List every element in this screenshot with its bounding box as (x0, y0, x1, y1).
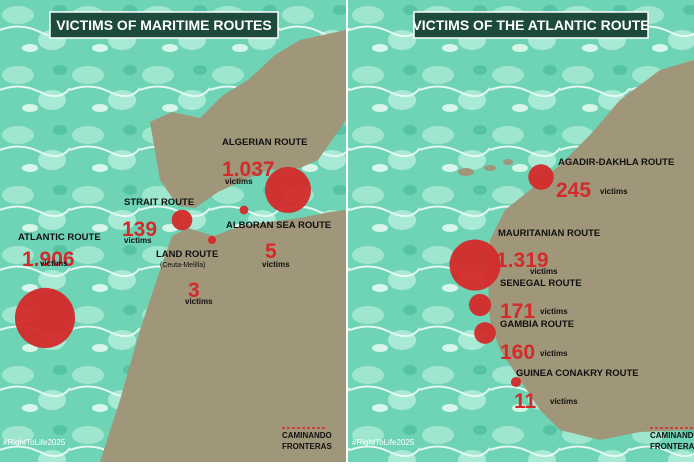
route-unit: victims (530, 267, 558, 276)
route-name: SENEGAL ROUTE (500, 278, 582, 289)
route-circle (468, 293, 492, 317)
route-circle (171, 209, 193, 231)
route-value: 245 (556, 179, 591, 202)
route-circle (239, 205, 249, 215)
title-box (413, 11, 649, 39)
route-name: ALBORAN SEA ROUTE (226, 220, 331, 231)
right-map (348, 0, 694, 462)
route-name: ATLANTIC ROUTE (18, 232, 101, 243)
route-circle (528, 164, 554, 190)
route-circle (265, 167, 311, 213)
route-unit: victims (185, 297, 213, 306)
route-unit: victims (540, 307, 568, 316)
route-value: 1.037 (222, 158, 275, 181)
route-unit: victims (225, 177, 253, 186)
route-value: 171 (500, 300, 535, 323)
route-circle (474, 322, 496, 344)
route-name: GUINEA CONAKRY ROUTE (516, 368, 639, 379)
route-name: ALGERIAN ROUTE (222, 137, 308, 148)
route-name: GAMBIA ROUTE (500, 319, 574, 330)
route-circle (449, 239, 501, 291)
left-map (0, 0, 346, 462)
title-box (49, 11, 279, 39)
route-value: 1.319 (496, 249, 549, 272)
logo-line: FRONTERAS (282, 442, 332, 451)
divider (346, 0, 348, 462)
route-value: 139 (122, 218, 157, 241)
panel-title: VICTIMS OF THE ATLANTIC ROUTE (412, 17, 649, 33)
route-name: MAURITANIAN ROUTE (498, 228, 600, 239)
route-name: STRAIT ROUTE (124, 197, 194, 208)
route-unit: victims (600, 187, 628, 196)
route-unit: victims (550, 397, 578, 406)
route-value: 3 (188, 279, 200, 302)
logo-line: CAMINANDO (282, 431, 332, 440)
hashtag: #RightToLife2025 (352, 438, 415, 447)
route-name: LAND ROUTE (156, 249, 218, 260)
route-unit: victims (124, 236, 152, 245)
route-value: 11 (514, 390, 537, 413)
route-value: 160 (500, 341, 535, 364)
route-value: 5 (265, 240, 277, 263)
route-unit: victims (262, 260, 290, 269)
route-circle (510, 376, 522, 388)
route-circle (14, 287, 76, 349)
route-unit: victims (540, 349, 568, 358)
route-unit: victims (40, 259, 68, 268)
panel-title: VICTIMS OF MARITIME ROUTES (56, 17, 271, 33)
route-value: 1.906 (22, 248, 75, 271)
route-name: AGADIR-DAKHLA ROUTE (558, 157, 674, 168)
route-circle (207, 235, 217, 245)
content: VICTIMS OF MARITIME ROUTES ATLANTIC ROUTE… (3, 11, 694, 451)
logo-line: FRONTERAS (650, 442, 694, 451)
logo-line: CAMINANDO (650, 431, 694, 440)
route-note: (Ceuta-Melilla) (160, 262, 206, 269)
hashtag: #RightToLife2025 (3, 438, 66, 447)
